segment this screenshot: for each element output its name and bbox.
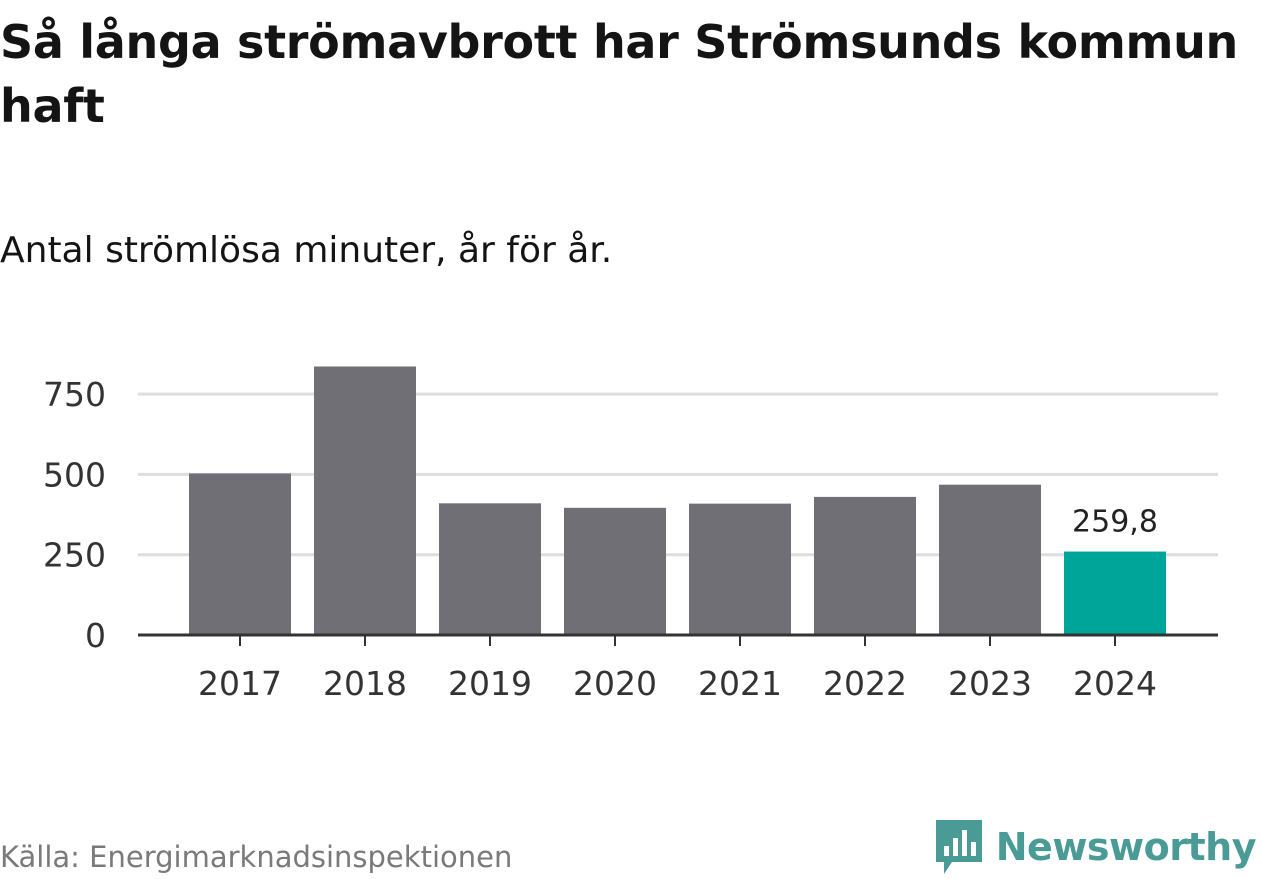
- x-tick-label: 2018: [323, 664, 407, 703]
- source-note: Källa: Energimarknadsinspektionen: [0, 840, 513, 874]
- x-axis-labels: 2017 2018 2019 2020 2021 2022 2023 2024: [198, 664, 1157, 703]
- brand-name: Newsworthy: [995, 825, 1257, 869]
- chart-title: Så långa strömavbrott har Strömsunds kom…: [0, 15, 1238, 133]
- newsworthy-icon: [935, 820, 982, 874]
- y-tick-label: 750: [43, 375, 106, 414]
- bar-2023: [939, 484, 1041, 635]
- data-labels: 259,8: [1072, 505, 1158, 540]
- bar-2018: [314, 366, 416, 635]
- x-axis: [138, 633, 1218, 646]
- bar-2017: [189, 473, 291, 635]
- grid-lines: [138, 392, 1218, 557]
- y-tick-label: 0: [85, 616, 106, 655]
- data-label: 259,8: [1072, 505, 1158, 540]
- x-tick-label: 2024: [1073, 664, 1157, 703]
- bar-2024: [1064, 551, 1166, 635]
- y-tick-label: 500: [43, 455, 106, 494]
- bar-2020: [564, 507, 666, 635]
- bar-2019: [439, 503, 541, 635]
- newsworthy-logo: Newsworthy: [934, 818, 1257, 876]
- bar-2021: [689, 503, 791, 635]
- x-tick-label: 2022: [823, 664, 907, 703]
- x-tick-label: 2019: [448, 664, 532, 703]
- bars: [189, 366, 1166, 635]
- x-tick-label: 2017: [198, 664, 282, 703]
- x-tick-label: 2023: [948, 664, 1032, 703]
- x-tick-label: 2020: [573, 664, 657, 703]
- y-axis-labels: 0 250 500 750: [43, 375, 106, 655]
- bar-2022: [814, 496, 916, 635]
- y-tick-label: 250: [43, 536, 106, 575]
- chart-subtitle: Antal strömlösa minuter, år för år.: [0, 230, 613, 271]
- x-tick-label: 2021: [698, 664, 782, 703]
